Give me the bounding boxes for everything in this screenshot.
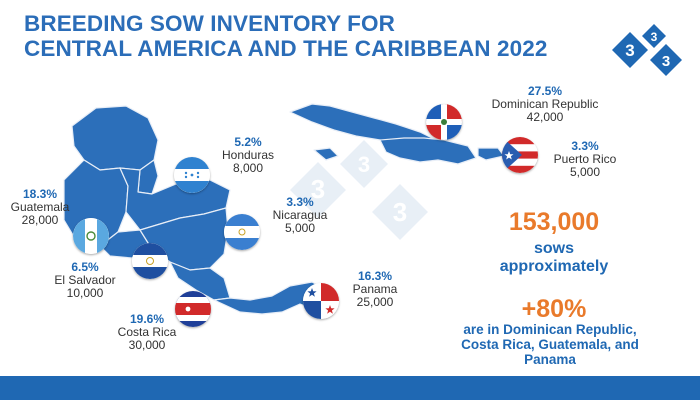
unit-line-1: sows	[533, 240, 574, 257]
honduras-pct: 5.2%	[234, 135, 262, 149]
share-percent: +80%	[521, 295, 587, 323]
label-guatemala: 18.3% Guatemala 28,000	[4, 188, 76, 227]
el-salvador-flag-icon	[132, 243, 168, 279]
puerto-rico-flag-icon	[502, 137, 538, 173]
share-line-3: Panama	[524, 352, 576, 367]
honduras-count: 8,000	[232, 161, 264, 175]
logo-digit-1: 3	[625, 41, 634, 60]
logo-digit-2: 3	[651, 30, 658, 44]
title-line-2: CENTRAL AMERICA AND THE CARIBBEAN 2022	[24, 36, 548, 61]
nicaragua-count: 5,000	[284, 221, 316, 235]
puerto-rico-name: Puerto Rico	[553, 152, 617, 166]
share-line-2: Costa Rica, Guatemala, and	[461, 337, 639, 352]
el-salvador-count: 10,000	[66, 286, 104, 300]
watermark-digit-1: 3	[311, 174, 325, 204]
share-description: are in Dominican Republic, Costa Rica, G…	[420, 322, 680, 367]
watermark-digit-3: 3	[393, 197, 407, 227]
costa-rica-name: Costa Rica	[117, 325, 177, 339]
logo-digit-3: 3	[662, 53, 670, 70]
el-salvador-pct: 6.5%	[71, 260, 99, 274]
label-honduras: 5.2% Honduras 8,000	[212, 136, 284, 175]
puerto-rico-shape	[477, 147, 505, 161]
puerto-rico-pct: 3.3%	[571, 139, 599, 153]
dominican-republic-name: Dominican Republic	[491, 97, 599, 111]
label-el-salvador: 6.5% El Salvador 10,000	[44, 261, 126, 300]
guatemala-name: Guatemala	[10, 200, 70, 214]
total-sows-unit: sows approximately	[480, 240, 628, 276]
unit-line-2: approximately	[499, 258, 609, 275]
guatemala-flag-icon	[73, 218, 109, 254]
jamaica-shape	[313, 147, 339, 161]
dominican-republic-count: 42,000	[526, 110, 564, 124]
three-diamonds-logo-icon: 3 3 3	[612, 24, 682, 76]
dominican-republic-pct: 27.5%	[527, 84, 563, 98]
honduras-name: Honduras	[221, 148, 275, 162]
nicaragua-flag-icon	[224, 214, 260, 250]
el-salvador-name: El Salvador	[54, 273, 116, 287]
guatemala-count: 28,000	[21, 213, 59, 227]
page-title: BREEDING SOW INVENTORY FOR CENTRAL AMERI…	[24, 11, 547, 61]
label-costa-rica: 19.6% Costa Rica 30,000	[108, 313, 186, 352]
label-puerto-rico: 3.3% Puerto Rico 5,000	[540, 140, 630, 179]
total-sows-number: 153,000	[508, 208, 600, 236]
panama-flag-icon	[303, 283, 339, 319]
panama-name: Panama	[352, 282, 398, 296]
label-nicaragua: 3.3% Nicaragua 5,000	[260, 196, 340, 235]
guatemala-pct: 18.3%	[22, 187, 58, 201]
label-dominican-republic: 27.5% Dominican Republic 42,000	[486, 85, 604, 124]
hispaniola-shape	[379, 137, 477, 165]
honduras-flag-icon	[174, 157, 210, 193]
costa-rica-flag-icon	[175, 291, 211, 327]
title-line-1: BREEDING SOW INVENTORY FOR	[24, 11, 395, 36]
watermark-digit-2: 3	[358, 152, 370, 177]
panama-pct: 16.3%	[357, 269, 393, 283]
nicaragua-name: Nicaragua	[272, 208, 328, 222]
label-panama: 16.3% Panama 25,000	[340, 270, 410, 309]
puerto-rico-count: 5,000	[569, 165, 601, 179]
costa-rica-pct: 19.6%	[129, 312, 165, 326]
share-line-1: are in Dominican Republic,	[463, 322, 637, 337]
costa-rica-count: 30,000	[128, 338, 166, 352]
nicaragua-pct: 3.3%	[286, 195, 314, 209]
footer-bar	[0, 376, 700, 400]
panama-count: 25,000	[356, 295, 394, 309]
dominican-republic-flag-icon	[426, 104, 462, 140]
